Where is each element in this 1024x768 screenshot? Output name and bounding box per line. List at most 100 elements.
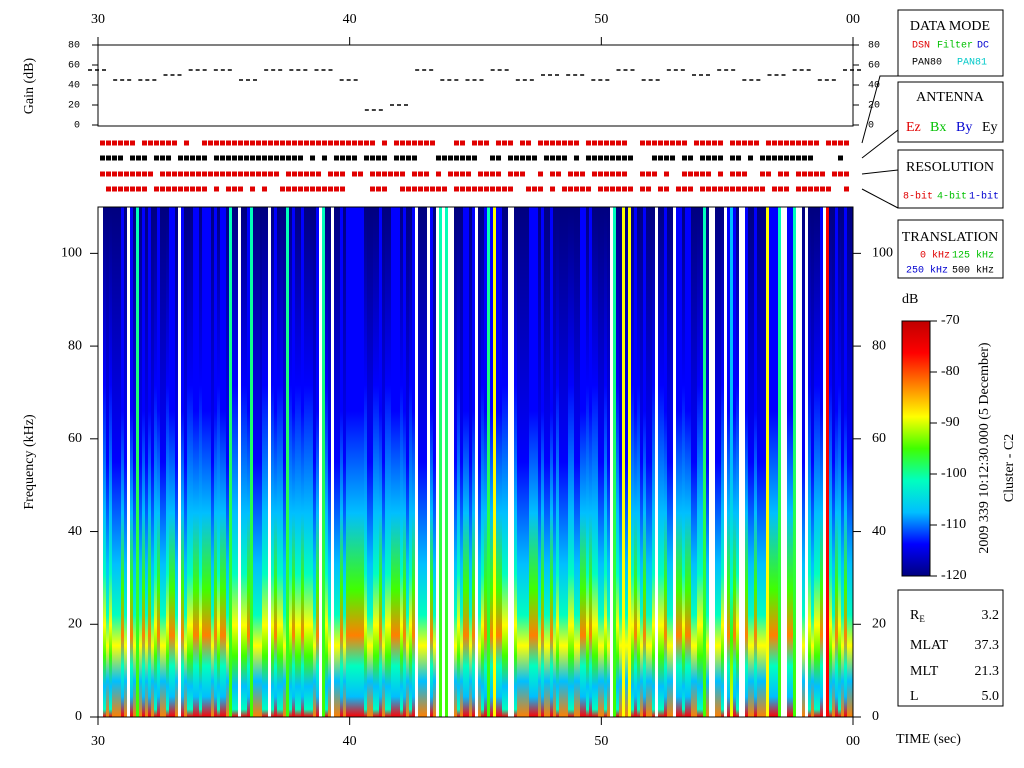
spectrogram-column — [157, 207, 160, 717]
y-tick-label: 0 — [868, 121, 874, 132]
spectrogram-column — [121, 207, 124, 717]
spectrogram-column — [832, 207, 835, 717]
status-segment — [622, 186, 627, 192]
status-segment — [502, 140, 507, 146]
status-segment — [244, 171, 249, 177]
spectrogram-column — [643, 207, 646, 717]
spectrogram-column — [124, 207, 127, 717]
status-segment — [628, 186, 633, 192]
status-segment — [220, 155, 225, 161]
spectrogram-column — [463, 207, 466, 717]
status-segment — [820, 171, 825, 177]
spectrogram-column — [250, 207, 253, 717]
spectrogram-column — [301, 207, 304, 717]
status-segment — [412, 171, 417, 177]
status-segment — [220, 140, 225, 146]
spectrogram-column — [169, 207, 172, 717]
status-segment — [700, 155, 705, 161]
status-segment — [310, 186, 315, 192]
status-segment — [730, 186, 735, 192]
spectrogram-column — [544, 207, 547, 717]
status-segment — [496, 140, 501, 146]
status-segment — [826, 186, 831, 192]
status-segment — [166, 140, 171, 146]
status-segment — [712, 155, 717, 161]
orbit-label-sub: E — [919, 614, 925, 624]
status-segment — [760, 155, 765, 161]
status-segment — [100, 140, 105, 146]
status-segment — [184, 140, 189, 146]
status-segment — [664, 186, 669, 192]
status-segment — [628, 155, 633, 161]
status-segment — [520, 140, 525, 146]
status-segment — [286, 140, 291, 146]
status-segment — [172, 171, 177, 177]
spectrogram-column — [469, 207, 472, 717]
status-segment — [304, 171, 309, 177]
status-segment — [184, 171, 189, 177]
status-segment — [448, 171, 453, 177]
status-segment — [454, 186, 459, 192]
status-segment — [598, 155, 603, 161]
spectrogram-column — [370, 207, 373, 717]
status-segment — [478, 171, 483, 177]
status-segment — [778, 140, 783, 146]
spectrogram-column — [220, 207, 223, 717]
status-segment — [394, 171, 399, 177]
status-segment — [820, 186, 825, 192]
status-segment — [400, 186, 405, 192]
status-segment — [166, 186, 171, 192]
status-segment — [142, 186, 147, 192]
spectrogram-column — [748, 207, 751, 717]
status-segment — [838, 171, 843, 177]
status-segment — [604, 171, 609, 177]
pointer-line — [861, 169, 899, 175]
spectrogram-column — [499, 207, 502, 717]
panel-item: Bx — [930, 120, 946, 135]
status-segment — [400, 171, 405, 177]
status-segment — [484, 171, 489, 177]
status-segment — [496, 171, 501, 177]
spectrogram-column — [736, 207, 739, 717]
spectrogram-column — [778, 207, 781, 717]
status-segment — [670, 155, 675, 161]
status-segment — [676, 140, 681, 146]
status-segment — [334, 140, 339, 146]
status-segment — [100, 155, 105, 161]
status-segment — [556, 140, 561, 146]
y-tick-label: 20 — [68, 101, 80, 112]
status-segment — [250, 140, 255, 146]
status-segment — [718, 171, 723, 177]
spectrogram-column — [598, 207, 601, 717]
spectrogram-column — [451, 207, 454, 717]
status-segment — [478, 186, 483, 192]
status-segment — [436, 171, 441, 177]
status-segment — [142, 171, 147, 177]
spectrogram-column — [523, 207, 526, 717]
spectrogram-column — [238, 207, 241, 717]
status-segment — [616, 155, 621, 161]
x-tick-label: 40 — [343, 734, 357, 749]
spectrogram-column — [193, 207, 196, 717]
y-tick-label: 80 — [868, 41, 880, 52]
status-segment — [142, 140, 147, 146]
spectrogram-column — [661, 207, 664, 717]
spectrogram-column — [493, 207, 496, 717]
status-segment — [346, 140, 351, 146]
status-segment — [532, 186, 537, 192]
spectrogram-column — [637, 207, 640, 717]
status-segment — [832, 140, 837, 146]
spectrogram-column — [475, 207, 478, 717]
panel-box — [897, 81, 1004, 143]
spectrogram-column — [706, 207, 709, 717]
status-segment — [286, 171, 291, 177]
status-segment — [556, 171, 561, 177]
panel-item: Filter — [937, 40, 973, 52]
spectrogram-column — [541, 207, 544, 717]
status-segment — [736, 155, 741, 161]
status-segment — [808, 140, 813, 146]
spectrogram-column — [616, 207, 619, 717]
spectrogram-column — [256, 207, 259, 717]
spectrogram-column — [448, 207, 451, 717]
spectrogram-column — [670, 207, 673, 717]
